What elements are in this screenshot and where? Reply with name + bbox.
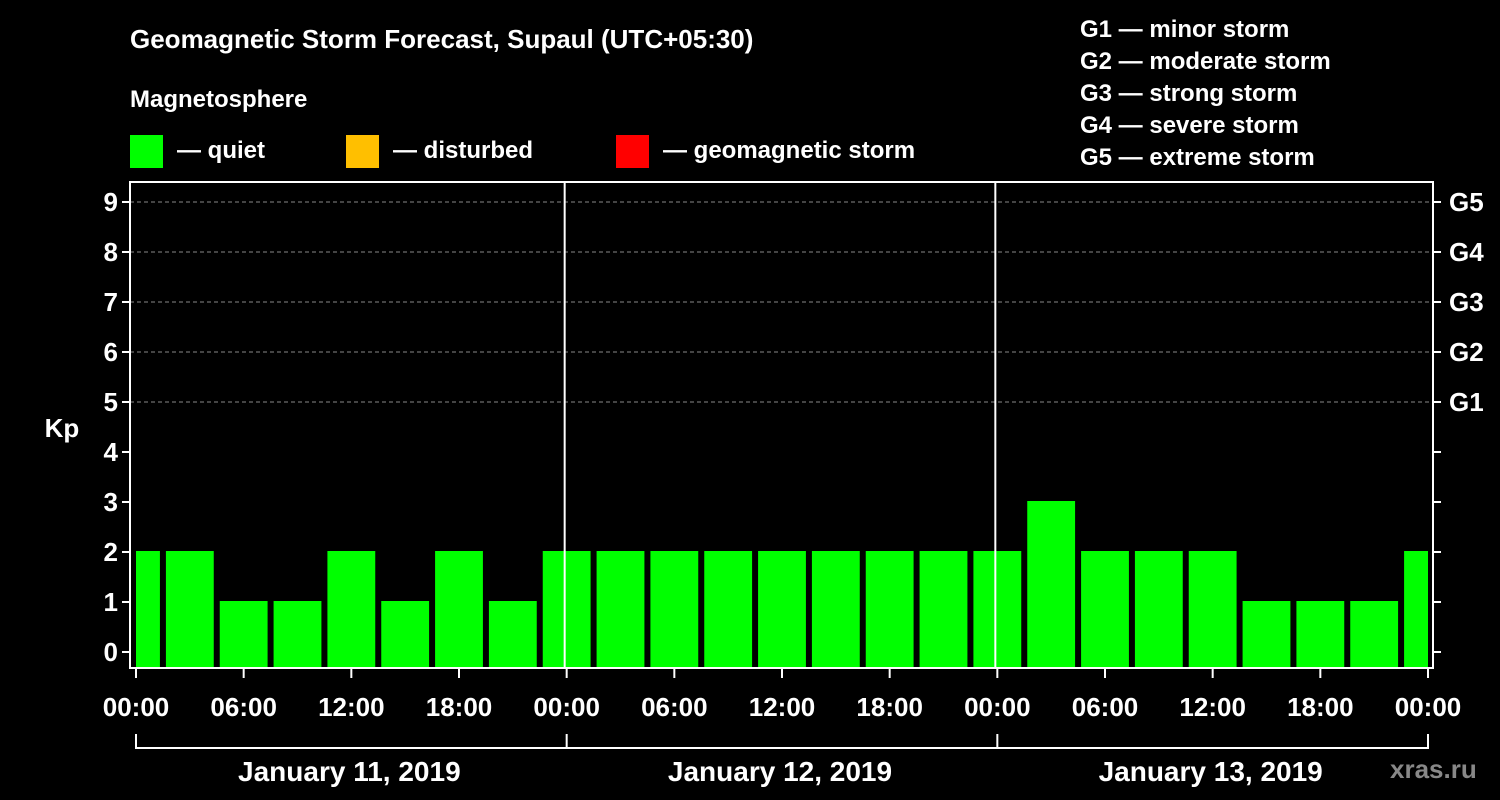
legend-label-quiet: — quiet [177, 137, 265, 164]
g-legend-g1: G1 — minor storm [1080, 16, 1290, 43]
legend-subtitle: Magnetosphere [130, 86, 308, 113]
x-tick-label: 18:00 [856, 692, 923, 722]
legend-item-storm: — geomagnetic storm [616, 134, 915, 168]
bar [650, 551, 699, 668]
legend-item-disturbed: — disturbed [346, 134, 533, 168]
y-tick-label: 9 [104, 187, 118, 217]
g-legend-g3: G3 — strong storm [1080, 80, 1298, 107]
g-axis-label: G3 [1449, 287, 1484, 317]
bar [219, 601, 268, 668]
bar [1081, 551, 1129, 668]
g-legend-g2: G2 — moderate storm [1080, 48, 1331, 75]
bar [542, 551, 591, 668]
g-axis-label: G2 [1449, 337, 1484, 367]
bar [811, 551, 860, 668]
g-scale-legend: G1 — minor storm G2 — moderate storm G3 … [1080, 14, 1331, 174]
bar [1027, 501, 1076, 668]
bar [1188, 551, 1237, 668]
y-tick-label: 4 [104, 437, 119, 467]
x-tick-label: 12:00 [318, 692, 385, 722]
g-legend-g5: G5 — extreme storm [1080, 144, 1315, 171]
bar [1134, 551, 1183, 668]
legend-label-disturbed: — disturbed [393, 137, 534, 164]
bar [327, 551, 376, 668]
y-tick-label: 6 [104, 337, 118, 367]
legend-swatch-quiet [130, 134, 163, 168]
x-tick-label: 00:00 [103, 692, 170, 722]
bar [973, 551, 1022, 668]
x-tick-label: 06:00 [1072, 692, 1139, 722]
x-tick-label: 12:00 [1179, 692, 1246, 722]
source-credit: xras.ru [1390, 754, 1477, 784]
bar [136, 551, 160, 668]
x-tick-label: 12:00 [749, 692, 816, 722]
legend-swatch-disturbed [346, 134, 379, 168]
x-tick-label: 06:00 [210, 692, 277, 722]
g-axis-label: G5 [1449, 187, 1484, 217]
x-tick-label: 00:00 [533, 692, 600, 722]
bar [381, 601, 430, 668]
bar [865, 551, 914, 668]
y-tick-label: 3 [104, 487, 118, 517]
bar [435, 551, 483, 668]
bar [273, 601, 322, 668]
bar [1404, 551, 1428, 668]
y-tick-label: 5 [104, 387, 118, 417]
y-tick-label: 2 [104, 537, 118, 567]
y-tick-label: 8 [104, 237, 118, 267]
bar [758, 551, 806, 668]
bar [596, 551, 645, 668]
bar [919, 551, 968, 668]
day-label: January 12, 2019 [668, 756, 892, 787]
bar [488, 601, 537, 668]
bar [704, 551, 753, 668]
bar [165, 551, 214, 668]
legend-label-storm: — geomagnetic storm [663, 137, 916, 164]
bar [1296, 601, 1345, 668]
day-label: January 13, 2019 [1099, 756, 1323, 787]
x-tick-label: 18:00 [1287, 692, 1354, 722]
g-axis-label: G4 [1449, 237, 1484, 267]
chart-title: Geomagnetic Storm Forecast, Supaul (UTC+… [130, 24, 754, 54]
x-tick-label: 00:00 [1395, 692, 1462, 722]
day-label: January 11, 2019 [238, 756, 461, 787]
y-tick-label: 7 [104, 287, 118, 317]
g-legend-g4: G4 — severe storm [1080, 112, 1299, 139]
x-tick-label: 18:00 [426, 692, 493, 722]
g-axis-label: G1 [1449, 387, 1484, 417]
y-axis-label: Kp [45, 413, 80, 443]
x-tick-label: 06:00 [641, 692, 708, 722]
legend-swatch-storm [616, 134, 649, 168]
y-tick-label: 1 [104, 587, 118, 617]
y-tick-label: 0 [104, 637, 118, 667]
bar [1242, 601, 1291, 668]
legend-item-quiet: — quiet [130, 134, 265, 168]
bar [1350, 601, 1399, 668]
x-tick-label: 00:00 [964, 692, 1031, 722]
